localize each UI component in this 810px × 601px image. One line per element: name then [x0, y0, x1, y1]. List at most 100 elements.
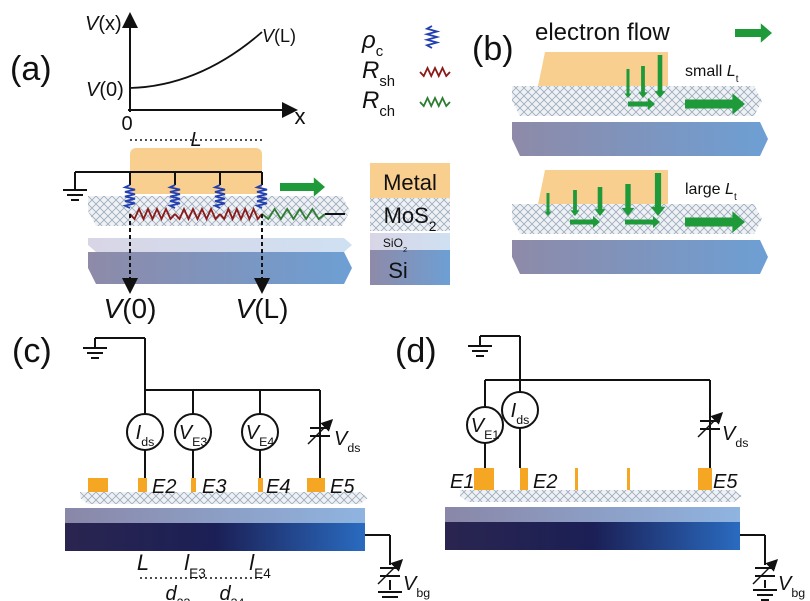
electrode-label: E1	[450, 471, 474, 493]
label-part: t	[736, 74, 739, 85]
potential-curve	[130, 32, 262, 88]
layer-label: Metal	[383, 170, 437, 195]
electrode-label: E3	[202, 476, 226, 498]
label-part: SiO	[383, 236, 403, 250]
label-part: R	[362, 57, 379, 84]
metal	[538, 170, 668, 204]
legend-label: ρc	[361, 27, 384, 60]
label-part: ρ	[361, 27, 376, 54]
electrode	[520, 468, 528, 490]
electrode	[307, 478, 325, 492]
electrode-label: E5	[713, 471, 738, 493]
substrate	[65, 523, 365, 551]
label-part: large	[685, 181, 725, 198]
label-part: ds	[141, 435, 154, 449]
label-part: small	[685, 63, 727, 80]
electrode-label: E2	[152, 476, 176, 498]
axis-label: x	[295, 104, 306, 129]
electrode	[474, 468, 494, 490]
electrode	[698, 468, 712, 490]
label-part: ds	[516, 413, 529, 427]
panel-label: (b)	[472, 30, 514, 68]
case-label: large Lt	[685, 181, 737, 203]
electrode	[575, 468, 578, 490]
source-label: Vds	[722, 423, 748, 450]
origin-label: 0	[121, 113, 132, 135]
label-part: ds	[347, 441, 360, 455]
probe-label: V(0)	[104, 293, 157, 324]
panel-label: (d)	[395, 332, 437, 370]
current-arrow	[280, 177, 325, 196]
legend-label: Rsh	[362, 57, 395, 90]
label-part: 34	[231, 596, 245, 601]
label-part: ds	[735, 436, 748, 450]
dim-label: d34	[220, 583, 245, 601]
label-part: 23	[177, 596, 191, 601]
label-part: R	[362, 87, 379, 114]
electrode-label: E5	[330, 476, 355, 498]
electrode	[258, 478, 263, 492]
dim-label: lE3	[184, 550, 206, 581]
legend-symbol	[427, 26, 437, 48]
panel-label: (c)	[12, 332, 52, 370]
source-label: Vds	[334, 428, 360, 455]
label-part: E4	[254, 566, 271, 581]
label-part: (L)	[274, 26, 296, 46]
label-part: 2	[429, 219, 437, 234]
label-part: t	[734, 192, 737, 203]
electrode	[191, 478, 196, 492]
electrode	[88, 478, 108, 492]
flow-arrow	[735, 23, 772, 42]
label-part: MoS	[384, 203, 429, 228]
label-part: Si	[388, 258, 408, 283]
substrate-top	[65, 508, 365, 523]
label-part: 2	[403, 245, 407, 254]
axis-label: V(x)	[85, 13, 122, 35]
label-part: (x)	[98, 13, 121, 35]
case-label: small Lt	[685, 63, 739, 85]
flow-label: electron flow	[535, 19, 670, 46]
si-layer	[88, 252, 352, 284]
label-part: ch	[379, 104, 395, 120]
label-part: L	[137, 550, 149, 575]
curve-label: V(L)	[262, 26, 296, 46]
label-part: Metal	[383, 170, 437, 195]
dim-label: L	[137, 550, 149, 575]
gate-label: Vbg	[778, 573, 805, 600]
electrode-label: E2	[533, 471, 557, 493]
legend-symbol	[420, 68, 450, 76]
panel-label: (a)	[10, 50, 52, 88]
legend-label: Rch	[362, 87, 395, 120]
layer-swatch	[370, 250, 450, 285]
label-part: bg	[791, 586, 805, 600]
label-part: E1	[484, 428, 499, 442]
probe-label: V(L)	[236, 293, 289, 324]
dim-label: lE4	[249, 550, 271, 581]
label-part: (0)	[122, 293, 156, 324]
label-part: E3	[192, 435, 207, 449]
substrate-top	[445, 507, 740, 522]
label-part: sh	[379, 74, 395, 90]
legend-symbol	[420, 98, 450, 106]
layer-label: Si	[388, 258, 408, 283]
mos2-layer	[460, 490, 742, 502]
sio2-layer	[88, 238, 352, 252]
label-part: L	[725, 181, 734, 198]
electrode	[627, 468, 630, 490]
electrode-label: E4	[266, 476, 290, 498]
label-part: (L)	[254, 293, 288, 324]
label-part: bg	[416, 586, 430, 600]
label-part: E4	[259, 435, 274, 449]
substrate	[445, 522, 740, 550]
label-part: (0)	[99, 79, 123, 101]
label-part: E3	[189, 566, 206, 581]
electrode	[138, 478, 147, 492]
metal	[538, 52, 668, 86]
figure: (a)V(x)V(L)V(0)0xLV(0)V(L)ρcRshRchMetalM…	[0, 0, 810, 601]
substrate	[512, 240, 768, 274]
gate-label: Vbg	[403, 573, 430, 600]
substrate	[512, 122, 768, 156]
label-part: L	[727, 63, 736, 80]
length-label: L	[190, 129, 201, 151]
axis-label: V(0)	[86, 79, 124, 101]
